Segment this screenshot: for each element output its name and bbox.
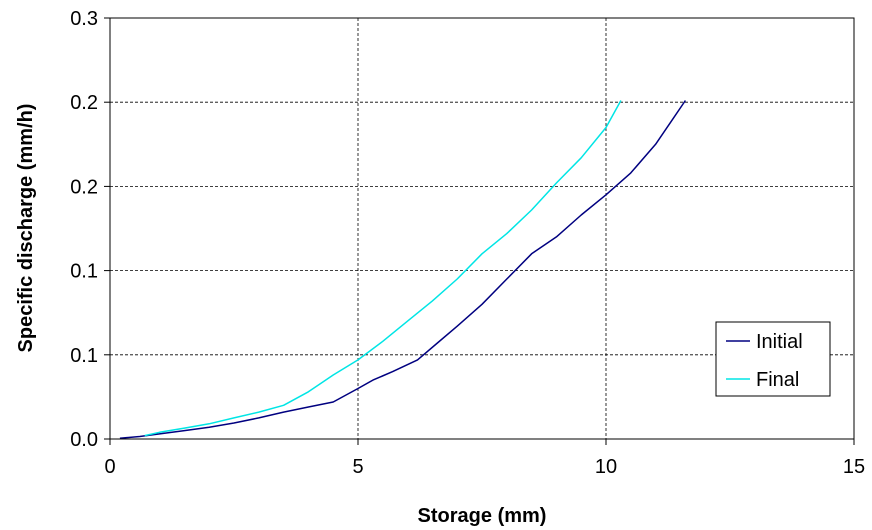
plot-frame <box>109 17 855 440</box>
y-tick-label: 0.1 <box>70 261 98 283</box>
y-tick-label: 0.0 <box>70 429 98 451</box>
y-tick-label: 0.2 <box>70 176 98 198</box>
x-tick-label: 10 <box>595 456 617 478</box>
series-line-final <box>144 100 622 437</box>
x-tick-label: 15 <box>843 456 865 478</box>
y-axis-title: Specific discharge (mm/h) <box>15 104 37 353</box>
legend-box <box>715 321 831 397</box>
legend-label-final: Final <box>756 369 799 391</box>
x-tick-label: 0 <box>104 456 115 478</box>
y-tick-label: 0.3 <box>70 8 98 30</box>
tick-marks <box>104 17 855 445</box>
y-tick-label: 0.1 <box>70 345 98 367</box>
x-tick-labels: 0 5 10 15 <box>104 456 865 478</box>
x-axis-title: Storage (mm) <box>418 505 547 527</box>
legend-label-initial: Initial <box>756 331 803 353</box>
legend: Initial Final <box>715 321 831 397</box>
y-tick-labels: 0.0 0.1 0.1 0.2 0.2 0.3 <box>70 8 98 451</box>
series-lines <box>119 100 687 439</box>
y-tick-label: 0.2 <box>70 92 98 114</box>
x-tick-label: 5 <box>352 456 363 478</box>
series-line-initial <box>119 100 687 439</box>
